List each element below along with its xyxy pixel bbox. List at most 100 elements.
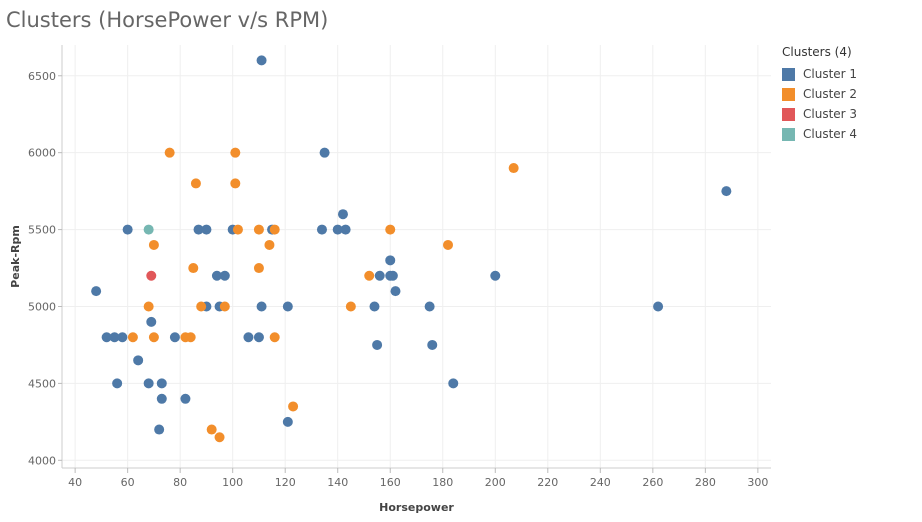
- x-tick-label: 220: [537, 476, 558, 489]
- data-point-cluster-1[interactable]: [169, 332, 180, 343]
- x-tick-label: 80: [173, 476, 187, 489]
- data-point-cluster-1[interactable]: [109, 332, 120, 343]
- data-point-cluster-2[interactable]: [185, 332, 196, 343]
- data-point-cluster-1[interactable]: [253, 332, 264, 343]
- data-point-cluster-2[interactable]: [364, 270, 375, 281]
- x-tick-label: 120: [275, 476, 296, 489]
- data-point-cluster-2[interactable]: [127, 332, 138, 343]
- data-point-cluster-2[interactable]: [232, 224, 243, 235]
- data-point-cluster-2[interactable]: [253, 263, 264, 274]
- data-point-cluster-2[interactable]: [345, 301, 356, 312]
- data-point-cluster-4[interactable]: [143, 224, 154, 235]
- data-point-cluster-1[interactable]: [337, 209, 348, 220]
- data-point-cluster-2[interactable]: [230, 147, 241, 158]
- data-point-cluster-1[interactable]: [143, 378, 154, 389]
- legend-swatch: [782, 67, 795, 81]
- data-point-cluster-1[interactable]: [340, 224, 351, 235]
- data-point-cluster-1[interactable]: [180, 393, 191, 404]
- data-point-cluster-1[interactable]: [332, 224, 343, 235]
- data-point-cluster-1[interactable]: [653, 301, 664, 312]
- data-point-cluster-1[interactable]: [156, 393, 167, 404]
- x-tick-label: 240: [590, 476, 611, 489]
- x-tick-label: 60: [121, 476, 135, 489]
- grid-lines: [62, 45, 771, 468]
- data-point-cluster-2[interactable]: [143, 301, 154, 312]
- x-axis-ticks: 40 60 80 100 120 140 160 180 200 220 240 260 280 300: [68, 468, 768, 489]
- data-point-cluster-1[interactable]: [424, 301, 435, 312]
- y-axis-label: Peak-Rpm: [9, 225, 22, 288]
- legend-label: Cluster 3: [803, 107, 858, 121]
- data-point-cluster-1[interactable]: [387, 270, 398, 281]
- x-tick-label: 200: [485, 476, 506, 489]
- legend-item-cluster-4[interactable]: Cluster 4: [782, 124, 857, 144]
- x-tick-label: 280: [695, 476, 716, 489]
- data-point-cluster-1[interactable]: [117, 332, 128, 343]
- y-tick-label: 4500: [28, 377, 56, 390]
- data-point-cluster-2[interactable]: [148, 239, 159, 250]
- data-point-cluster-1[interactable]: [721, 186, 732, 197]
- legend-item-cluster-1[interactable]: Cluster 1: [782, 64, 857, 84]
- data-point-cluster-1[interactable]: [390, 286, 401, 297]
- y-tick-label: 6500: [28, 70, 56, 83]
- data-point-cluster-1[interactable]: [112, 378, 123, 389]
- data-point-cluster-1[interactable]: [122, 224, 133, 235]
- data-point-cluster-2[interactable]: [230, 178, 241, 189]
- data-point-cluster-2[interactable]: [264, 239, 275, 250]
- y-tick-label: 4000: [28, 454, 56, 467]
- legend-label: Cluster 1: [803, 67, 858, 81]
- x-tick-label: 260: [642, 476, 663, 489]
- data-point-cluster-2[interactable]: [508, 163, 519, 174]
- data-point-cluster-2[interactable]: [214, 432, 225, 443]
- data-point-cluster-1[interactable]: [369, 301, 380, 312]
- chart-title: Clusters (HorsePower v/s RPM): [6, 8, 329, 32]
- legend-item-cluster-3[interactable]: Cluster 3: [782, 104, 857, 124]
- legend-swatch: [782, 127, 795, 141]
- data-point-cluster-1[interactable]: [282, 416, 293, 427]
- data-point-cluster-2[interactable]: [253, 224, 264, 235]
- data-point-cluster-2[interactable]: [385, 224, 396, 235]
- data-point-cluster-1[interactable]: [201, 224, 212, 235]
- data-point-cluster-2[interactable]: [164, 147, 175, 158]
- x-tick-label: 180: [432, 476, 453, 489]
- data-point-cluster-1[interactable]: [448, 378, 459, 389]
- data-point-cluster-1[interactable]: [219, 270, 230, 281]
- data-point-cluster-2[interactable]: [219, 301, 230, 312]
- data-point-cluster-1[interactable]: [282, 301, 293, 312]
- y-tick-label: 6000: [28, 147, 56, 160]
- data-point-cluster-2[interactable]: [196, 301, 207, 312]
- data-point-cluster-2[interactable]: [269, 332, 280, 343]
- data-point-cluster-2[interactable]: [148, 332, 159, 343]
- data-point-cluster-1[interactable]: [91, 286, 102, 297]
- data-point-cluster-1[interactable]: [156, 378, 167, 389]
- data-point-cluster-1[interactable]: [490, 270, 501, 281]
- data-point-cluster-1[interactable]: [385, 255, 396, 266]
- data-point-cluster-3[interactable]: [146, 270, 157, 281]
- data-point-cluster-1[interactable]: [243, 332, 254, 343]
- data-point-cluster-1[interactable]: [146, 316, 157, 327]
- data-point-cluster-1[interactable]: [374, 270, 385, 281]
- x-tick-label: 140: [327, 476, 348, 489]
- x-tick-label: 300: [747, 476, 768, 489]
- data-point-cluster-1[interactable]: [372, 339, 383, 350]
- legend: Clusters (4) Cluster 1 Cluster 2 Cluster…: [782, 45, 857, 144]
- data-point-cluster-2[interactable]: [443, 239, 454, 250]
- data-point-cluster-1[interactable]: [256, 301, 267, 312]
- data-point-cluster-2[interactable]: [206, 424, 217, 435]
- data-point-cluster-2[interactable]: [288, 401, 299, 412]
- data-point-cluster-1[interactable]: [319, 147, 330, 158]
- legend-item-cluster-2[interactable]: Cluster 2: [782, 84, 857, 104]
- data-point-cluster-1[interactable]: [101, 332, 112, 343]
- legend-swatch: [782, 87, 795, 101]
- data-point-cluster-1[interactable]: [316, 224, 327, 235]
- data-point-cluster-2[interactable]: [269, 224, 280, 235]
- data-point-cluster-1[interactable]: [211, 270, 222, 281]
- data-point-cluster-1[interactable]: [256, 55, 267, 66]
- data-point-cluster-1[interactable]: [193, 224, 204, 235]
- data-point-cluster-1[interactable]: [133, 355, 144, 366]
- data-point-cluster-2[interactable]: [190, 178, 201, 189]
- data-point-cluster-2[interactable]: [188, 263, 199, 274]
- data-point-cluster-1[interactable]: [154, 424, 165, 435]
- legend-title: Clusters (4): [782, 45, 852, 59]
- data-point-cluster-1[interactable]: [427, 339, 438, 350]
